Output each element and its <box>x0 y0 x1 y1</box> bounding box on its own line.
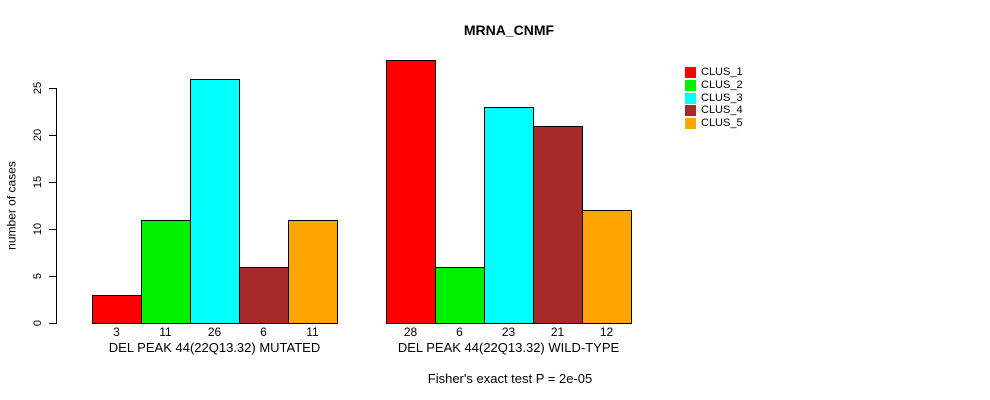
bar-value-label: 11 <box>159 325 172 339</box>
legend-swatch-clus_2 <box>685 79 696 91</box>
bar-value-label: 23 <box>501 325 516 339</box>
bar-value-label: 26 <box>207 325 222 339</box>
legend-label: CLUS_2 <box>701 78 743 91</box>
legend-swatch-clus_1 <box>685 67 696 78</box>
y-tick-label: 5 <box>32 272 44 280</box>
legend-swatch-clus_5 <box>685 118 696 130</box>
y-axis-line <box>56 88 57 324</box>
y-tick <box>49 229 56 230</box>
bar-clus_2 <box>435 267 485 324</box>
bar-value-label: 28 <box>403 325 418 339</box>
bar-value-label: 21 <box>550 325 565 339</box>
y-tick <box>49 276 56 277</box>
y-tick-label: 25 <box>32 81 44 95</box>
bar-clus_2 <box>141 220 191 324</box>
y-tick <box>49 88 56 89</box>
legend-label: CLUS_1 <box>701 66 743 78</box>
bar-clus_1 <box>386 60 436 324</box>
y-tick <box>49 182 56 183</box>
y-tick-label: 0 <box>32 319 44 327</box>
bar-clus_4 <box>239 267 289 324</box>
bar-value-label: 6 <box>260 325 267 339</box>
bar-value-label: 6 <box>456 325 463 339</box>
y-tick-label: 10 <box>32 222 44 236</box>
bar-value-label: 11 <box>306 325 319 339</box>
y-tick <box>49 323 56 324</box>
legend-swatch-clus_4 <box>685 105 696 117</box>
chart-title: MRNA_CNMF <box>463 22 555 38</box>
y-tick-label: 20 <box>32 128 44 142</box>
bar-clus_4 <box>533 126 583 324</box>
bar-clus_3 <box>484 107 534 324</box>
y-tick-label: 15 <box>32 175 44 189</box>
y-axis-label: number of cases <box>4 161 19 250</box>
fisher-test-annotation: Fisher's exact test P = 2e-05 <box>427 371 593 386</box>
legend-label: CLUS_4 <box>701 104 743 117</box>
bar-value-label: 12 <box>599 325 614 339</box>
legend-swatch-clus_3 <box>685 92 696 104</box>
x-group-label: DEL PEAK 44(22Q13.32) MUTATED <box>108 340 321 355</box>
legend-label: CLUS_3 <box>701 91 743 104</box>
x-group-label: DEL PEAK 44(22Q13.32) WILD-TYPE <box>397 340 620 355</box>
bar-clus_1 <box>92 295 142 324</box>
bar-clus_5 <box>582 210 632 324</box>
bar-clus_3 <box>190 79 240 324</box>
bar-value-label: 3 <box>113 325 120 339</box>
bar-clus_5 <box>288 220 338 324</box>
legend-label: CLUS_5 <box>701 117 743 130</box>
y-tick <box>49 135 56 136</box>
